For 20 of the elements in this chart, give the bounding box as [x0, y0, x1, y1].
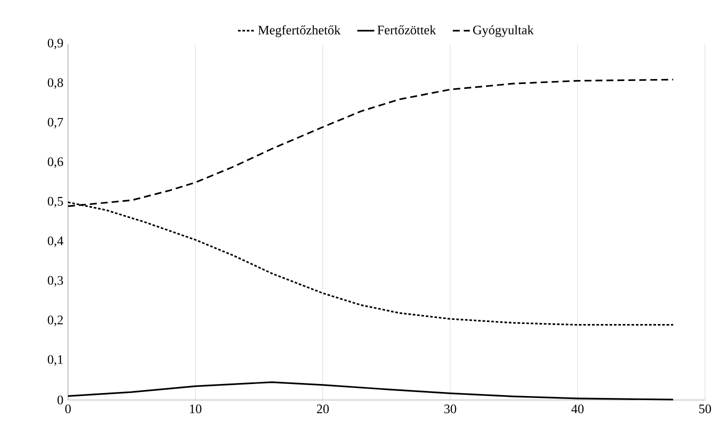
y-tick-label: 0,8 — [48, 78, 63, 89]
y-tick-label: 0,7 — [48, 118, 64, 128]
y-tick-label: 0 — [58, 396, 63, 404]
x-tick-label: 10 — [190, 404, 202, 414]
y-tick-label: 0,1 — [48, 355, 63, 366]
y-tick-label: 0,2 — [48, 316, 63, 326]
y-tick-label: 0,4 — [48, 236, 64, 248]
x-tick-label: 30 — [444, 404, 456, 414]
x-tick-label: 50 — [699, 404, 711, 414]
legend-label: Megfertőzhetők — [258, 25, 341, 38]
legend-label: Gyógyultak — [473, 25, 534, 38]
legend-label: Fertőzöttek — [377, 25, 436, 34]
y-tick-label: 0,5 — [48, 196, 63, 208]
line-series — [67, 381, 674, 400]
x-tick-label: 20 — [316, 404, 329, 414]
y-tick-label: 0,6 — [48, 157, 64, 168]
x-tick-label: 40 — [571, 404, 584, 414]
y-tick-label: 0,3 — [48, 276, 63, 287]
x-tick-label: 0 — [65, 404, 71, 414]
y-tick-label: 0,9 — [48, 38, 63, 50]
